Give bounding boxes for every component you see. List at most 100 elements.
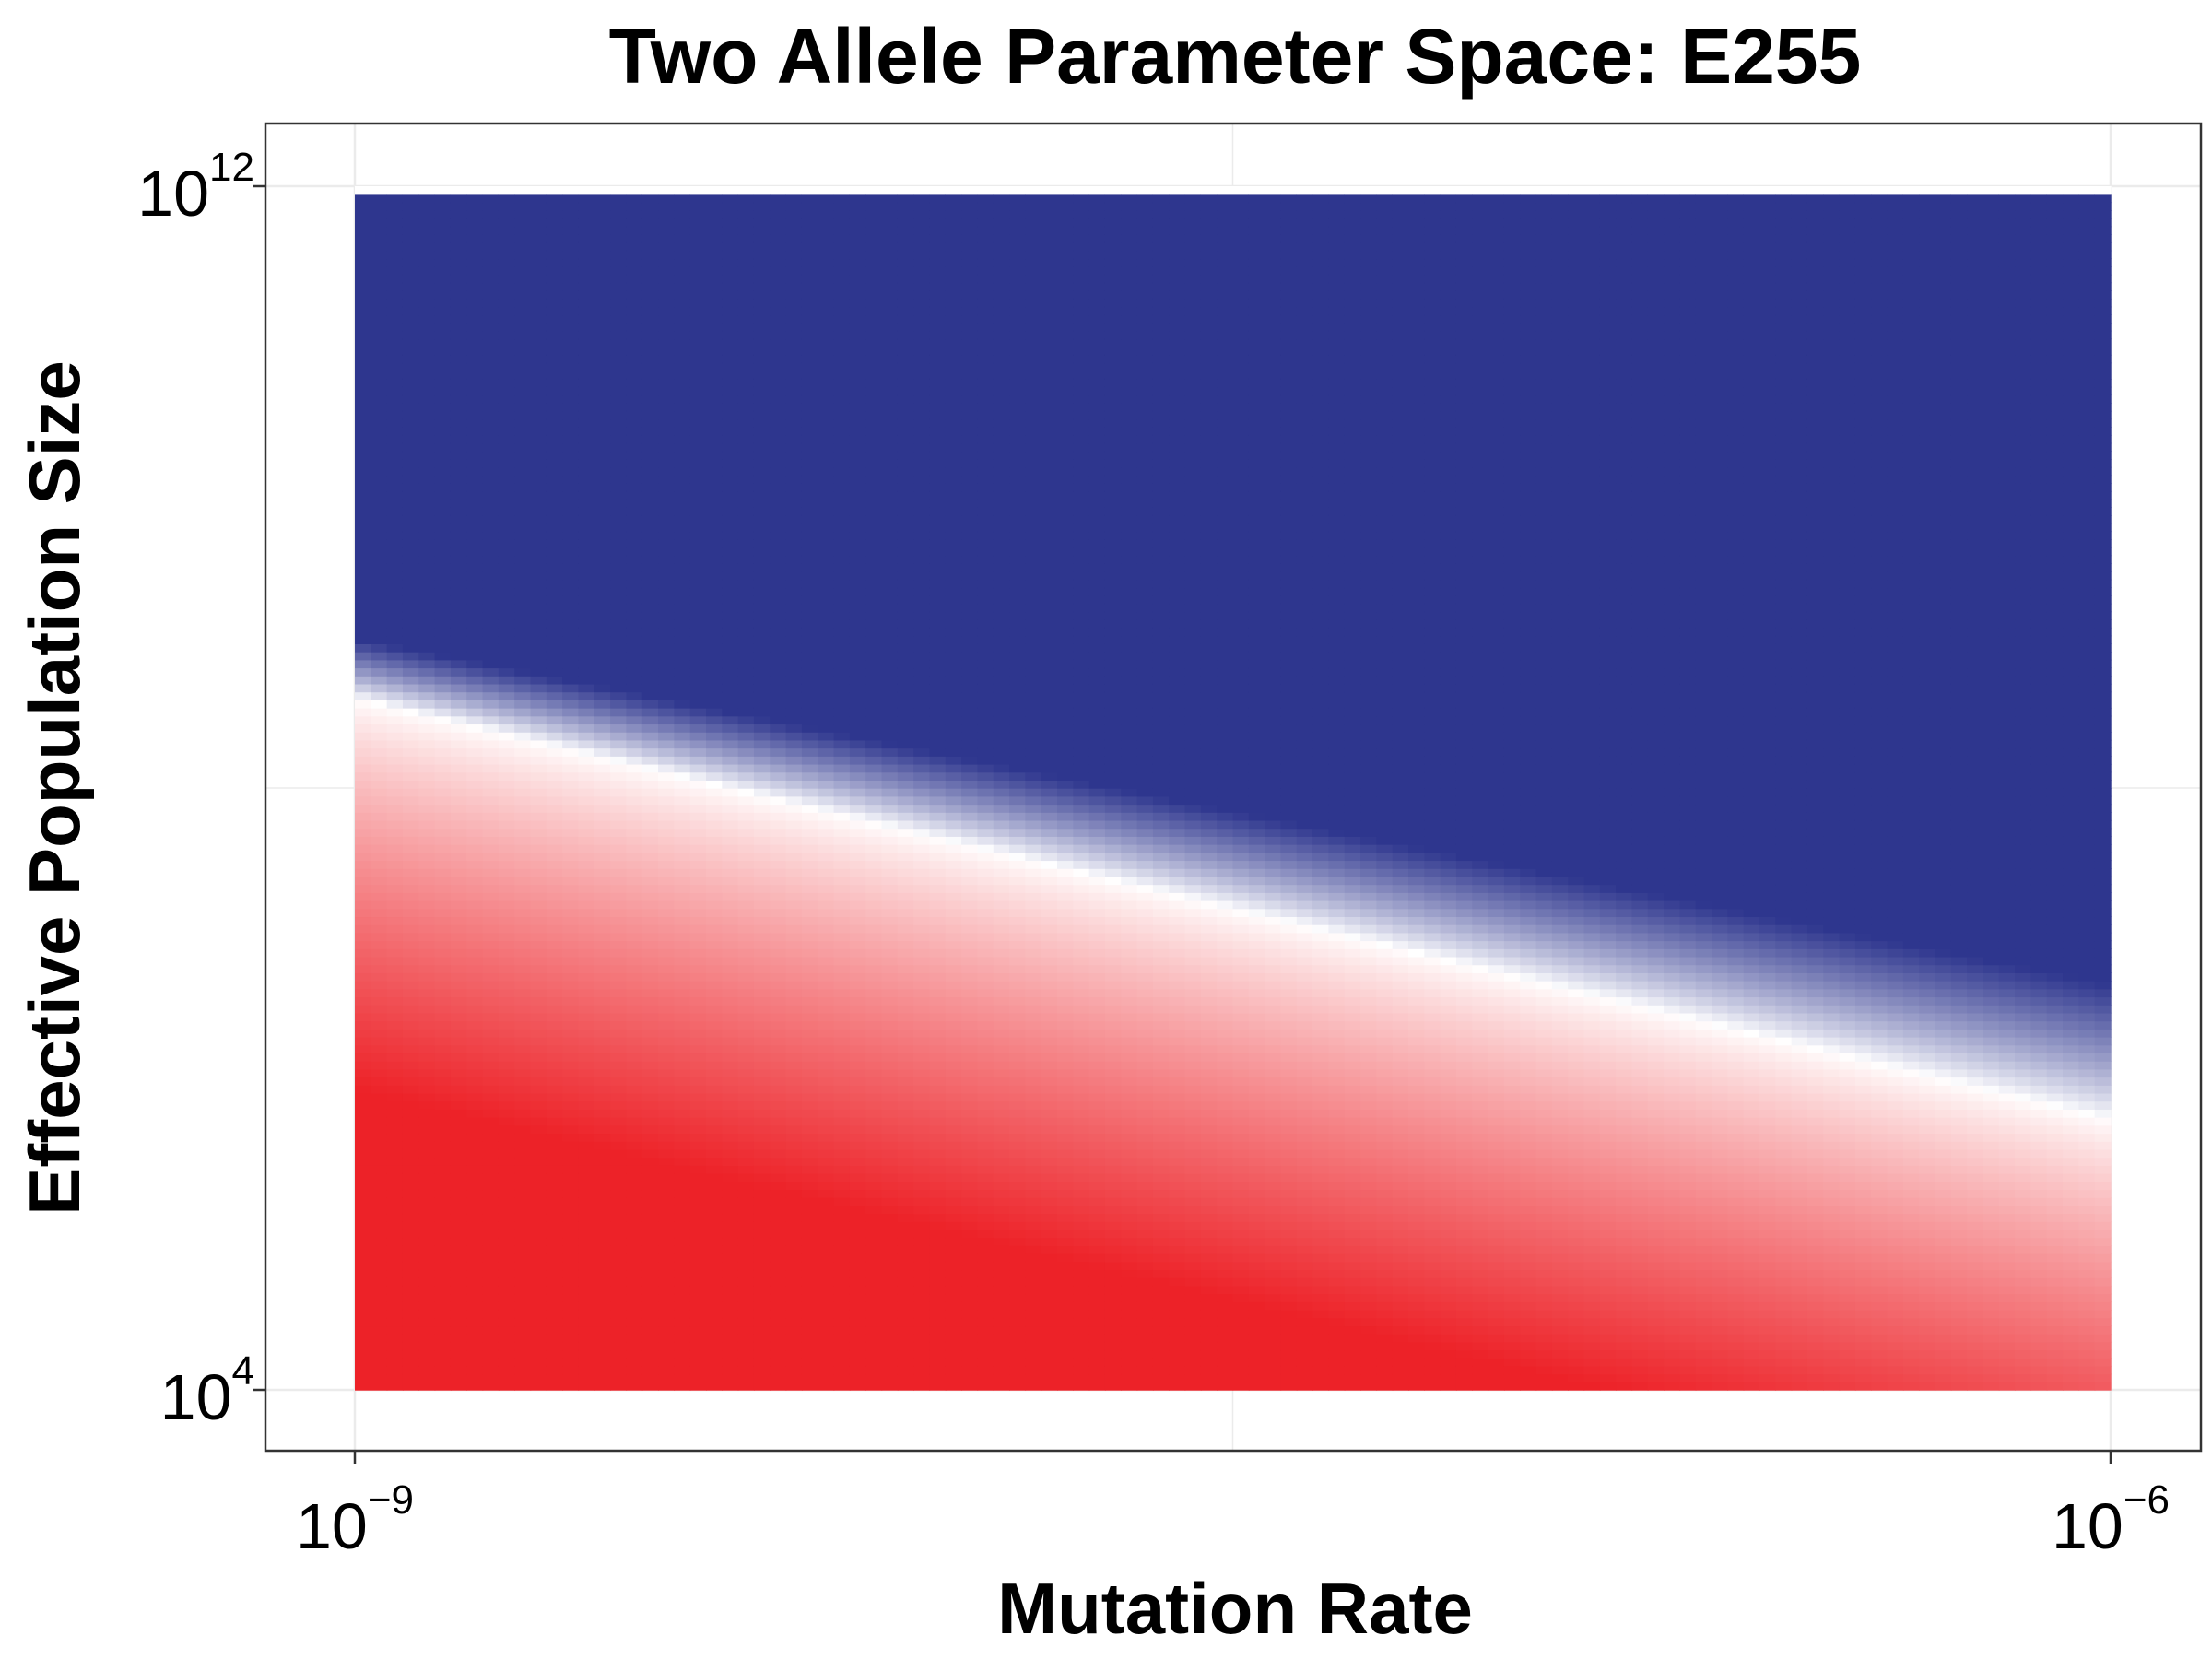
heatmap-tile	[658, 876, 676, 886]
heatmap-tile	[658, 210, 676, 219]
heatmap-tile	[737, 908, 755, 918]
heatmap-tile	[722, 1301, 739, 1311]
heatmap-tile	[865, 1068, 883, 1078]
heatmap-tile	[546, 1092, 563, 1102]
heatmap-tile	[418, 876, 436, 886]
heatmap-tile	[578, 1068, 595, 1078]
heatmap-tile	[770, 1068, 787, 1078]
heatmap-tile	[386, 1349, 404, 1359]
heatmap-tile	[801, 523, 818, 533]
heatmap-tile	[641, 1358, 659, 1367]
heatmap-tile	[674, 218, 691, 228]
heatmap-tile	[546, 514, 563, 524]
heatmap-tile	[626, 988, 643, 998]
heatmap-tile	[450, 434, 467, 444]
heatmap-tile	[770, 403, 787, 412]
heatmap-tile	[641, 1237, 659, 1246]
heatmap-tile	[530, 202, 547, 211]
heatmap-tile	[770, 1077, 787, 1086]
heatmap-tile	[658, 362, 676, 371]
heatmap-tile	[450, 659, 467, 669]
heatmap-tile	[706, 1172, 724, 1182]
heatmap-tile	[578, 274, 595, 284]
heatmap-tile	[466, 828, 484, 837]
heatmap-tile	[418, 1005, 436, 1014]
heatmap-tile	[418, 1301, 436, 1311]
heatmap-tile	[466, 362, 484, 371]
heatmap-tile	[562, 876, 580, 886]
heatmap-tile	[689, 1124, 707, 1135]
heatmap-tile	[594, 932, 611, 942]
heatmap-tile	[466, 804, 484, 813]
heatmap-tile	[753, 1044, 771, 1054]
heatmap-tile	[722, 964, 739, 973]
heatmap-tile	[386, 763, 404, 773]
heatmap-tile	[865, 371, 883, 380]
heatmap-tile	[818, 996, 835, 1006]
heatmap-tile	[785, 643, 803, 653]
heatmap-tile	[833, 186, 851, 195]
heatmap-tile	[722, 1100, 739, 1110]
heatmap-tile	[626, 876, 643, 886]
heatmap-tile	[626, 1124, 643, 1135]
heatmap-tile	[371, 1253, 388, 1263]
heatmap-tile	[849, 442, 866, 453]
heatmap-tile	[530, 378, 547, 388]
heatmap-tile	[658, 371, 676, 380]
heatmap-tile	[482, 410, 500, 420]
heatmap-tile	[865, 466, 883, 477]
heatmap-tile	[865, 691, 883, 700]
heatmap-tile	[578, 1213, 595, 1222]
heatmap-tile	[594, 1277, 611, 1287]
heatmap-tile	[674, 330, 691, 340]
heatmap-tile	[737, 1309, 755, 1319]
heatmap-tile	[466, 611, 484, 620]
heatmap-tile	[402, 459, 419, 468]
heatmap-tile	[706, 1325, 724, 1335]
heatmap-tile	[418, 771, 436, 781]
heatmap-tile	[626, 306, 643, 316]
heatmap-tile	[689, 210, 707, 219]
heatmap-tile	[546, 763, 563, 773]
heatmap-tile	[865, 1197, 883, 1206]
heatmap-tile	[641, 1012, 659, 1022]
heatmap-tile	[482, 676, 500, 685]
heatmap-tile	[674, 683, 691, 693]
heatmap-tile	[450, 1253, 467, 1263]
heatmap-tile	[386, 988, 404, 998]
heatmap-tile	[530, 499, 547, 508]
heatmap-tile	[849, 860, 866, 869]
heatmap-tile	[371, 186, 388, 195]
heatmap-tile	[785, 266, 803, 276]
heatmap-tile	[770, 1012, 787, 1022]
heatmap-tile	[498, 186, 515, 195]
heatmap-tile	[466, 1285, 484, 1295]
heatmap-tile	[737, 563, 755, 572]
heatmap-tile	[753, 1068, 771, 1078]
heatmap-tile	[402, 250, 419, 260]
heatmap-tile	[658, 988, 676, 998]
heatmap-tile	[722, 972, 739, 982]
heatmap-tile	[818, 1109, 835, 1118]
heatmap-tile	[626, 587, 643, 596]
heatmap-tile	[498, 1334, 515, 1343]
heatmap-tile	[466, 627, 484, 637]
heatmap-tile	[450, 651, 467, 661]
heatmap-tile	[562, 1077, 580, 1086]
heatmap-tile	[434, 1349, 452, 1359]
heatmap-tile	[450, 1245, 467, 1254]
heatmap-tile	[530, 836, 547, 845]
heatmap-tile	[753, 218, 771, 228]
heatmap-tile	[578, 258, 595, 267]
heatmap-tile	[706, 523, 724, 533]
heatmap-tile	[355, 1036, 372, 1046]
heatmap-tile	[434, 1382, 452, 1391]
heatmap-tile	[881, 1341, 899, 1351]
heatmap-tile	[418, 394, 436, 404]
heatmap-tile	[737, 442, 755, 453]
heatmap-tile	[689, 1044, 707, 1054]
heatmap-tile	[753, 972, 771, 982]
heatmap-tile	[355, 763, 372, 773]
heatmap-tile	[514, 1157, 532, 1166]
heatmap-tile	[514, 547, 532, 557]
